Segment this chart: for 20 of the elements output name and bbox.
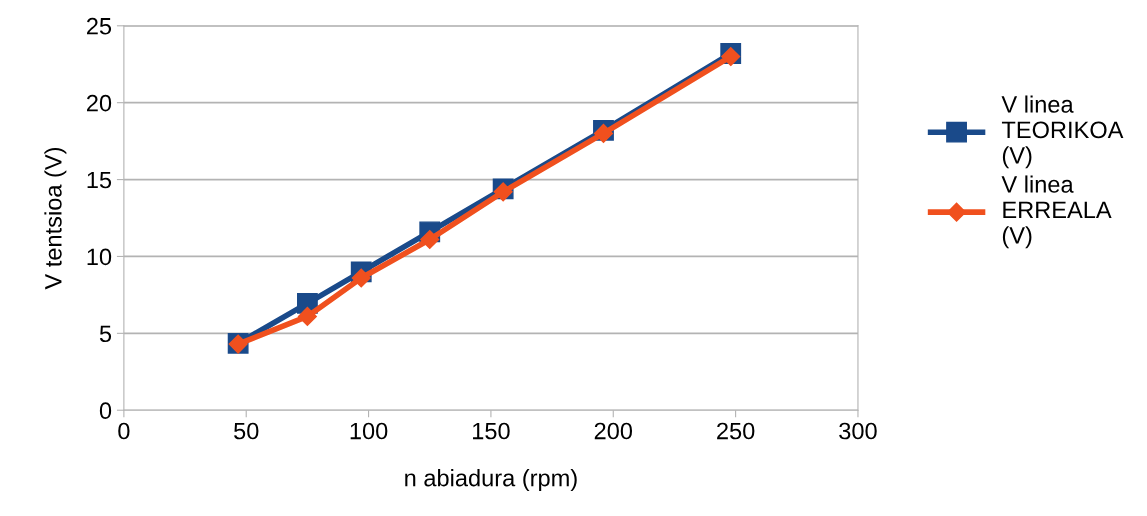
- legend-label: V linea TEORIKOA (V): [1001, 95, 1124, 169]
- x-tick-label: 0: [118, 422, 130, 440]
- y-tick-label: 20: [87, 94, 112, 112]
- y-tick-label: 0: [99, 402, 112, 420]
- x-tick-label: 200: [594, 422, 633, 440]
- x-tick-label: 300: [839, 422, 877, 440]
- y-tick-label: 10: [87, 248, 112, 266]
- y-axis-title: V tentsioa (V): [44, 147, 67, 290]
- x-tick-label: 150: [473, 422, 510, 440]
- y-tick-label: 5: [99, 325, 112, 343]
- y-tick-label: 25: [87, 17, 112, 35]
- legend-label: V linea ERREALA (V): [1001, 175, 1112, 249]
- point: [297, 306, 317, 326]
- x-tick-label: 50: [234, 422, 259, 440]
- y-tick-label: 15: [87, 171, 112, 189]
- x-tick-label: 250: [717, 422, 755, 440]
- point: [351, 268, 371, 288]
- x-tick-label: 100: [350, 422, 388, 440]
- x-axis-title: n abiadura (rpm): [405, 469, 577, 492]
- point: [420, 230, 440, 250]
